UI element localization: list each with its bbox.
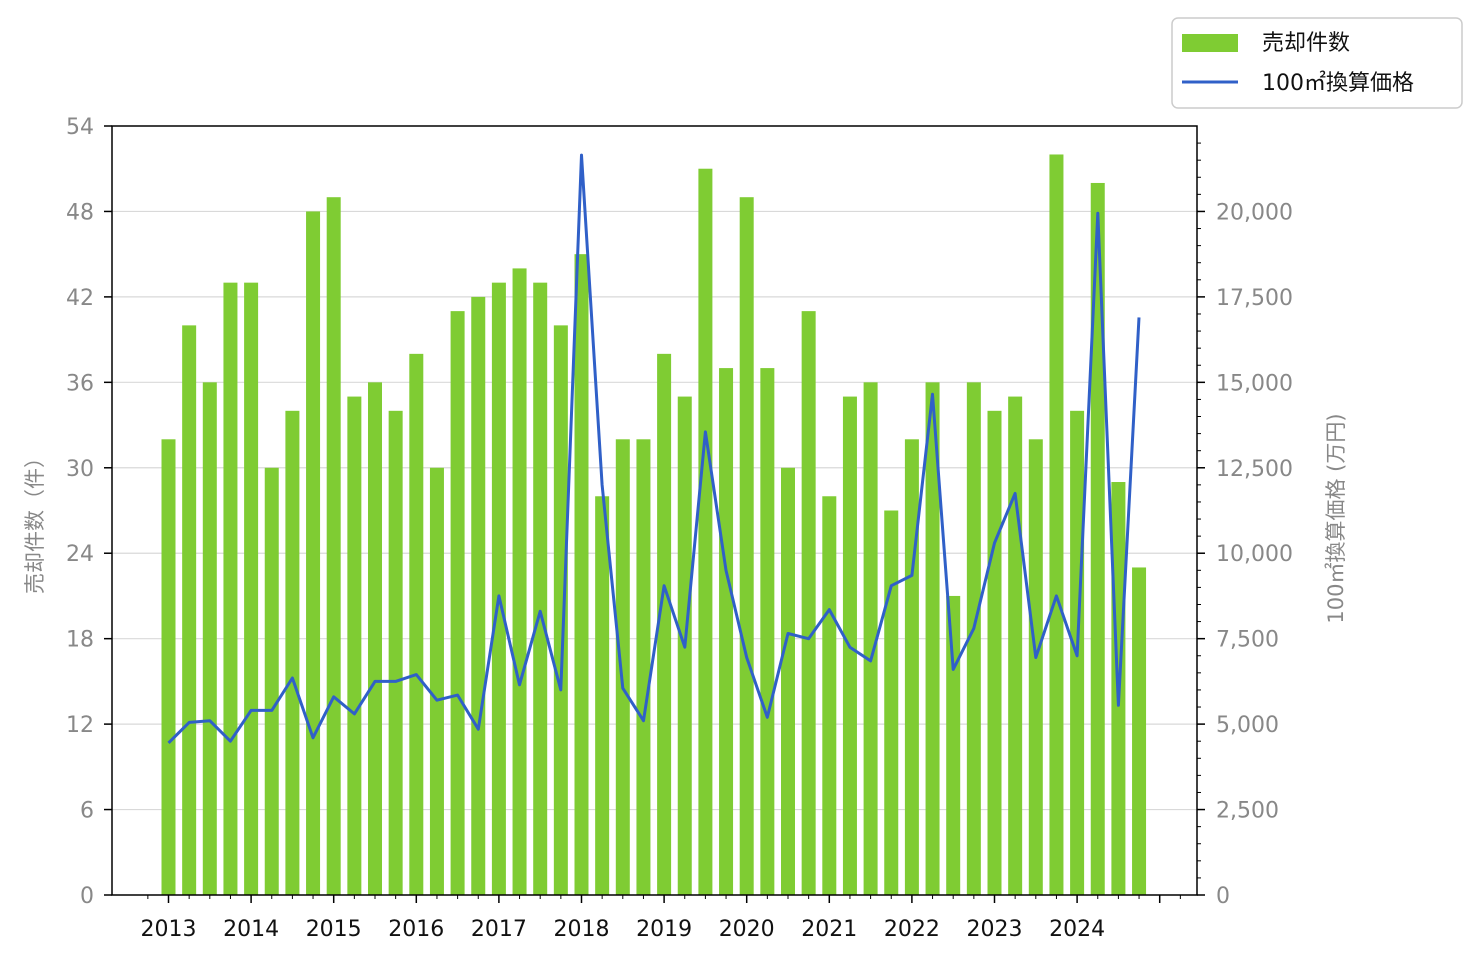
right-tick-label: 20,000: [1216, 200, 1293, 225]
bar: [491, 282, 506, 895]
x-tick-label: 2019: [636, 917, 692, 942]
left-tick-label: 18: [66, 628, 94, 653]
bar: [285, 410, 300, 895]
bar: [781, 467, 795, 895]
bar: [1028, 439, 1043, 895]
bar: [533, 282, 548, 895]
right-tick-label: 10,000: [1216, 542, 1293, 567]
bar: [368, 382, 382, 895]
left-tick-label: 12: [66, 713, 94, 738]
x-axis-ticks: 2013 2014 2015 2016 2017 2018 2019 2020 2021 2022…: [141, 895, 1181, 942]
bar: [429, 467, 444, 895]
legend-line-label: 100㎡換算価格: [1262, 70, 1414, 96]
legend-bar-swatch: [1182, 34, 1238, 52]
x-tick-label: 2024: [1049, 917, 1105, 942]
bar: [925, 382, 940, 895]
x-tick-label: 2021: [801, 917, 857, 942]
bar: [739, 197, 754, 895]
right-tick-label: 12,500: [1216, 457, 1293, 482]
bar: [966, 382, 981, 895]
bar: [987, 410, 1002, 895]
right-tick-label: 5,000: [1216, 713, 1279, 738]
bar: [306, 211, 321, 895]
left-tick-label: 48: [66, 200, 94, 225]
bar: [326, 197, 341, 895]
bar: [657, 353, 672, 896]
bar: [863, 382, 878, 895]
bar: [1049, 154, 1064, 896]
bar: [471, 296, 486, 895]
bar: [553, 325, 568, 895]
left-axis-title: 売却件数（件）: [23, 447, 47, 594]
left-tick-label: 42: [66, 286, 94, 311]
bar: [223, 282, 238, 895]
legend-bar-label: 売却件数: [1262, 31, 1350, 56]
right-axis-title: 100㎡換算価格 (万円): [1324, 413, 1348, 623]
bar: [801, 311, 816, 895]
x-tick-label: 2015: [306, 917, 362, 942]
bar: [347, 396, 362, 895]
x-tick-label: 2016: [388, 917, 444, 942]
left-axis-ticks: 0 6 12 18 24 30 36 42 48 54: [66, 115, 112, 909]
bar: [161, 439, 176, 895]
bar: [264, 467, 279, 895]
legend: 売却件数 100㎡換算価格: [1171, 17, 1463, 109]
bar: [244, 282, 259, 895]
x-tick-label: 2013: [141, 917, 197, 942]
x-tick-label: 2018: [554, 917, 610, 942]
bar: [698, 168, 713, 895]
bar: [1132, 567, 1147, 895]
legend-box: [1171, 17, 1463, 109]
bar: [760, 368, 775, 895]
bar: [450, 311, 465, 895]
bar: [822, 496, 837, 895]
plot-frame: [111, 125, 1198, 896]
bar-series: [161, 154, 1147, 896]
x-tick-label: 2014: [223, 917, 279, 942]
x-tick-label: 2023: [967, 917, 1023, 942]
bar: [388, 410, 403, 895]
x-tick-label: 2017: [471, 917, 527, 942]
left-tick-label: 6: [80, 799, 94, 824]
x-tick-label: 2020: [719, 917, 775, 942]
left-tick-label: 24: [66, 542, 94, 567]
bar: [1008, 396, 1023, 895]
bar: [904, 439, 919, 895]
bar: [636, 439, 651, 895]
right-tick-label: 0: [1216, 884, 1230, 909]
bar: [946, 595, 961, 895]
price-line: [167, 153, 1141, 744]
bar: [884, 510, 899, 895]
right-tick-label: 2,500: [1216, 799, 1279, 824]
bar: [615, 439, 630, 895]
left-tick-label: 54: [66, 115, 94, 140]
bar: [202, 382, 217, 895]
bar: [574, 254, 589, 895]
right-axis-ticks: 0 2,500 5,000 7,500 10,000 12,500 15,000 17,500…: [1197, 142, 1293, 909]
right-tick-label: 15,000: [1216, 371, 1293, 396]
left-tick-label: 0: [80, 884, 94, 909]
bar: [182, 325, 197, 895]
bar: [409, 353, 424, 896]
bar: [1090, 182, 1105, 896]
right-tick-label: 7,500: [1216, 628, 1279, 653]
right-tick-label: 17,500: [1216, 286, 1293, 311]
x-tick-label: 2022: [884, 917, 940, 942]
left-tick-label: 36: [66, 371, 94, 396]
left-tick-label: 30: [66, 457, 94, 482]
bar: [719, 368, 734, 895]
bar: [595, 496, 610, 895]
axes: [111, 125, 1198, 896]
bar: [512, 268, 527, 895]
